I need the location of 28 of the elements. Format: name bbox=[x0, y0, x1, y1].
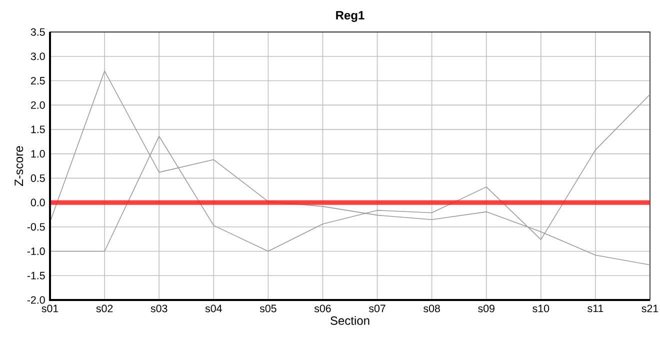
x-axis-title: Section bbox=[330, 316, 370, 325]
y-tick-label: 3.0 bbox=[30, 52, 45, 60]
y-axis-title: Z-score bbox=[14, 146, 24, 186]
y-tick-label: 2.5 bbox=[31, 76, 45, 84]
x-tick-label: s08 bbox=[424, 304, 440, 312]
x-tick-label: s04 bbox=[205, 304, 222, 312]
line-series bbox=[50, 70, 650, 266]
x-tick-label: s03 bbox=[150, 304, 168, 312]
x-tick-label: s06 bbox=[314, 304, 331, 312]
x-tick-label: s02 bbox=[96, 304, 113, 312]
y-tick-label: 1.5 bbox=[31, 126, 45, 134]
chart-title: Reg1 bbox=[336, 11, 364, 22]
y-tick-label: -1.5 bbox=[27, 272, 45, 280]
x-tick-label: s05 bbox=[260, 304, 276, 312]
x-tick-label: s09 bbox=[478, 304, 494, 312]
x-tick-label: s01 bbox=[42, 304, 58, 312]
x-tick-label: s07 bbox=[368, 304, 386, 312]
y-tick-label: -0.5 bbox=[27, 223, 45, 231]
y-tick-label: -1.0 bbox=[27, 247, 45, 256]
x-tick-label: s10 bbox=[532, 304, 550, 312]
y-tick-label: 0.0 bbox=[30, 198, 45, 206]
x-tick-label: s11 bbox=[588, 304, 604, 312]
y-tick-label: 1.0 bbox=[31, 150, 45, 158]
x-tick-label: s21 bbox=[642, 304, 658, 312]
y-tick-label: 3.5 bbox=[30, 28, 45, 36]
y-tick-label: -2.0 bbox=[27, 296, 45, 304]
y-tick-label: 0.5 bbox=[30, 174, 45, 182]
y-tick-label: 2.0 bbox=[31, 101, 45, 109]
